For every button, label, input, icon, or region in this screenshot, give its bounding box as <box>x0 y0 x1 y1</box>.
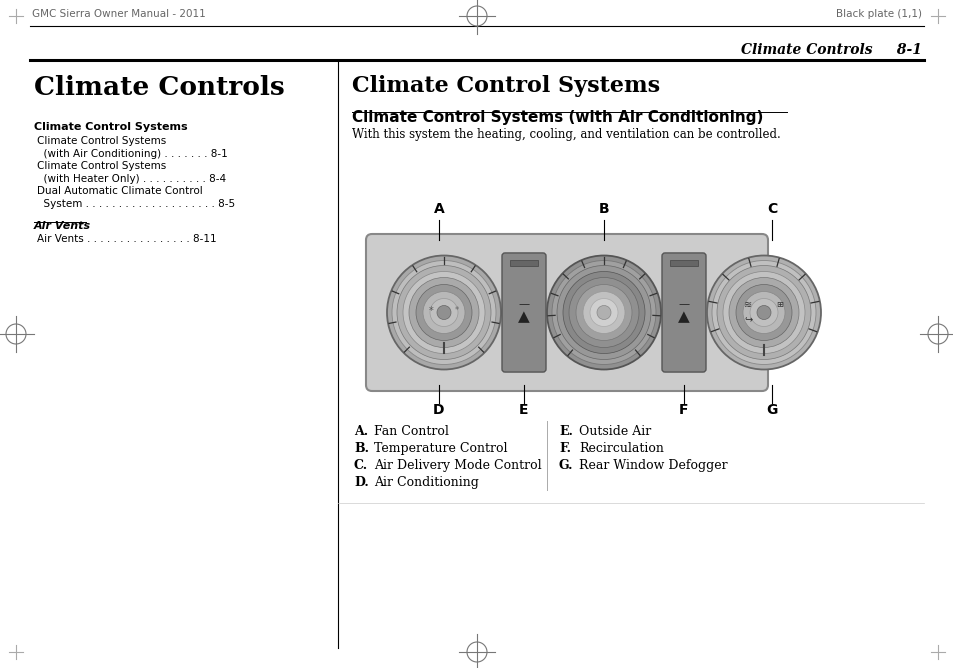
Text: Climate Control Systems: Climate Control Systems <box>37 161 166 171</box>
Circle shape <box>557 265 650 359</box>
Text: D.: D. <box>354 476 369 489</box>
Bar <box>669 260 698 266</box>
Text: Recirculation: Recirculation <box>578 442 663 455</box>
Text: Air Vents . . . . . . . . . . . . . . . . 8-11: Air Vents . . . . . . . . . . . . . . . … <box>37 234 216 244</box>
Circle shape <box>582 291 624 333</box>
Text: Temperature Control: Temperature Control <box>374 442 507 455</box>
FancyBboxPatch shape <box>501 253 545 372</box>
Text: ⊞: ⊞ <box>776 300 782 309</box>
Text: F.: F. <box>558 442 571 455</box>
Text: Climate Controls: Climate Controls <box>34 75 284 100</box>
Text: Climate Controls     8-1: Climate Controls 8-1 <box>740 43 921 57</box>
Circle shape <box>552 261 656 365</box>
Text: G: G <box>765 403 777 417</box>
Circle shape <box>396 265 491 359</box>
Text: B: B <box>598 202 609 216</box>
Text: A.: A. <box>354 425 368 438</box>
Text: F: F <box>679 403 688 417</box>
Text: D: D <box>433 403 444 417</box>
Circle shape <box>409 277 478 347</box>
Bar <box>510 260 537 266</box>
Circle shape <box>546 255 660 369</box>
Text: System . . . . . . . . . . . . . . . . . . . . 8-5: System . . . . . . . . . . . . . . . . .… <box>37 198 234 208</box>
Text: E: E <box>518 403 528 417</box>
Text: *: * <box>455 306 458 315</box>
Text: (with Air Conditioning) . . . . . . . 8-1: (with Air Conditioning) . . . . . . . 8-… <box>37 148 228 158</box>
Text: Outside Air: Outside Air <box>578 425 651 438</box>
Circle shape <box>735 285 791 341</box>
Circle shape <box>757 305 770 319</box>
Circle shape <box>422 291 464 333</box>
Circle shape <box>749 299 778 327</box>
Text: Climate Control Systems (with Air Conditioning): Climate Control Systems (with Air Condit… <box>352 110 762 125</box>
Text: Climate Control Systems: Climate Control Systems <box>352 75 659 97</box>
Circle shape <box>416 285 472 341</box>
Text: G.: G. <box>558 459 573 472</box>
Text: Dual Automatic Climate Control: Dual Automatic Climate Control <box>37 186 203 196</box>
Circle shape <box>562 271 644 353</box>
Text: ▲: ▲ <box>517 309 529 324</box>
Text: (with Heater Only) . . . . . . . . . . 8-4: (with Heater Only) . . . . . . . . . . 8… <box>37 174 226 184</box>
Circle shape <box>402 271 484 353</box>
Text: C: C <box>766 202 777 216</box>
FancyBboxPatch shape <box>366 234 767 391</box>
Text: —: — <box>517 299 529 309</box>
Circle shape <box>722 271 804 353</box>
Circle shape <box>430 299 457 327</box>
Text: Air Delivery Mode Control: Air Delivery Mode Control <box>374 459 541 472</box>
Text: ▲: ▲ <box>678 309 689 324</box>
Text: —: — <box>678 299 689 309</box>
Circle shape <box>392 261 496 365</box>
Circle shape <box>742 291 784 333</box>
Text: Fan Control: Fan Control <box>374 425 449 438</box>
Text: Air Conditioning: Air Conditioning <box>374 476 478 489</box>
Text: ≋: ≋ <box>743 299 751 309</box>
Text: A: A <box>434 202 444 216</box>
Circle shape <box>717 265 810 359</box>
Text: Climate Control Systems: Climate Control Systems <box>37 136 166 146</box>
Text: GMC Sierra Owner Manual - 2011: GMC Sierra Owner Manual - 2011 <box>32 9 206 19</box>
Text: Rear Window Defogger: Rear Window Defogger <box>578 459 727 472</box>
Circle shape <box>597 305 610 319</box>
Text: Air Vents: Air Vents <box>34 221 91 231</box>
Text: C.: C. <box>354 459 368 472</box>
Text: Black plate (1,1): Black plate (1,1) <box>835 9 921 19</box>
Circle shape <box>568 277 639 347</box>
Circle shape <box>576 285 631 341</box>
Text: With this system the heating, cooling, and ventilation can be controlled.: With this system the heating, cooling, a… <box>352 128 780 141</box>
FancyBboxPatch shape <box>661 253 705 372</box>
Text: *: * <box>428 305 433 315</box>
Text: E.: E. <box>558 425 572 438</box>
Text: ↪: ↪ <box>743 315 751 325</box>
Circle shape <box>387 255 500 369</box>
Circle shape <box>706 255 821 369</box>
Text: Climate Control Systems: Climate Control Systems <box>34 122 188 132</box>
Text: B.: B. <box>354 442 369 455</box>
Circle shape <box>436 305 451 319</box>
Circle shape <box>589 299 618 327</box>
Circle shape <box>728 277 799 347</box>
Circle shape <box>711 261 815 365</box>
